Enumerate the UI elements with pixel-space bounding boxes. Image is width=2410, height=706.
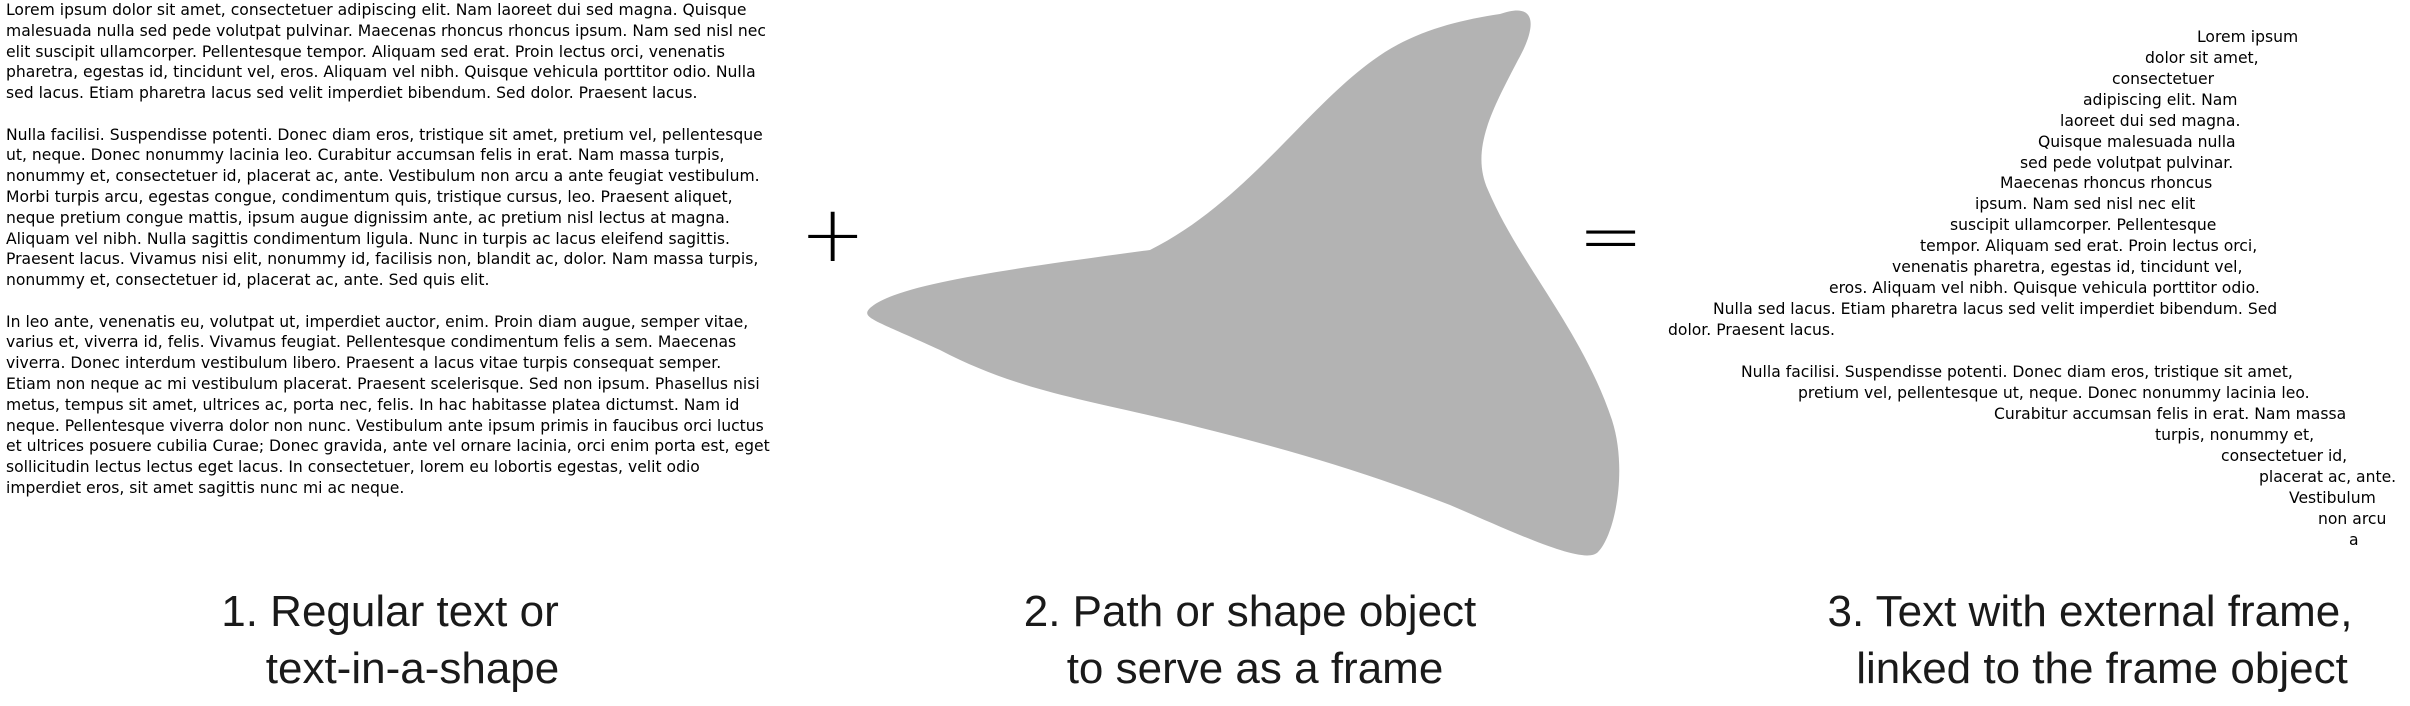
caption-line: 3. Text with external frame, bbox=[1827, 587, 2353, 636]
framed-line: non arcu bbox=[2318, 510, 2387, 528]
framed-line: ipsum. Nam sed nisl nec elit bbox=[1975, 195, 2196, 213]
framed-line: consectetuer bbox=[2112, 70, 2214, 88]
caption-line: linked to the frame object bbox=[1856, 644, 2348, 693]
framed-line: Quisque malesuada nulla bbox=[2038, 133, 2236, 151]
framed-line: sed pede volutpat pulvinar. bbox=[2020, 154, 2234, 172]
paragraph-2: Nulla facilisi. Suspendisse potenti. Don… bbox=[6, 125, 763, 290]
frame-shape-path bbox=[867, 10, 1620, 556]
caption-line: to serve as a frame bbox=[1066, 644, 1444, 693]
paragraph-3: In leo ante, venenatis eu, volutpat ut, … bbox=[6, 312, 770, 497]
paragraph-1: Lorem ipsum dolor sit amet, consectetuer… bbox=[6, 1, 766, 103]
framed-line: dolor. Praesent lacus. bbox=[1668, 321, 1835, 339]
framed-line: Vestibulum bbox=[2289, 489, 2376, 507]
equals-operator: = bbox=[1578, 192, 1644, 282]
framed-line: turpis, nonummy et, bbox=[2155, 426, 2315, 444]
caption-line: text-in-a-shape bbox=[265, 644, 560, 693]
framed-line: placerat ac, ante. bbox=[2259, 468, 2397, 486]
framed-line: consectetuer id, bbox=[2221, 447, 2348, 465]
framed-line: dolor sit amet, bbox=[2145, 49, 2259, 67]
caption-line: 2. Path or shape object bbox=[1023, 587, 1477, 636]
framed-line: Nulla sed lacus. Etiam pharetra lacus se… bbox=[1713, 300, 2278, 318]
framed-line: venenatis pharetra, egestas id, tincidun… bbox=[1892, 258, 2243, 276]
framed-line: Nulla facilisi. Suspendisse potenti. Don… bbox=[1741, 363, 2293, 381]
framed-line: adipiscing elit. Nam bbox=[2083, 91, 2238, 109]
framed-line: a bbox=[2349, 531, 2359, 549]
framed-line: Maecenas rhoncus rhoncus bbox=[2000, 174, 2213, 192]
caption-frame-shape: 2. Path or shape object to serve as a fr… bbox=[1010, 583, 1490, 697]
frame-shape bbox=[867, 10, 1620, 556]
framed-line: Curabitur accumsan felis in erat. Nam ma… bbox=[1994, 405, 2347, 423]
framed-line: eros. Aliquam vel nibh. Quisque vehicula… bbox=[1829, 279, 2260, 297]
caption-line: 1. Regular text or bbox=[221, 587, 559, 636]
framed-line: laoreet dui sed magna. bbox=[2060, 112, 2241, 130]
plus-operator: + bbox=[800, 190, 866, 280]
regular-text-block: Lorem ipsum dolor sit amet, consectetuer… bbox=[6, 0, 770, 519]
caption-regular-text: 1. Regular text or text-in-a-shape bbox=[210, 583, 570, 697]
framed-line: tempor. Aliquam sed erat. Proin lectus o… bbox=[1920, 237, 2258, 255]
caption-linked-text: 3. Text with external frame, linked to t… bbox=[1800, 583, 2380, 697]
framed-line: suscipit ullamcorper. Pellentesque bbox=[1950, 216, 2217, 234]
framed-line: Lorem ipsum bbox=[2197, 28, 2299, 46]
framed-line: pretium vel, pellentesque ut, neque. Don… bbox=[1798, 384, 2310, 402]
